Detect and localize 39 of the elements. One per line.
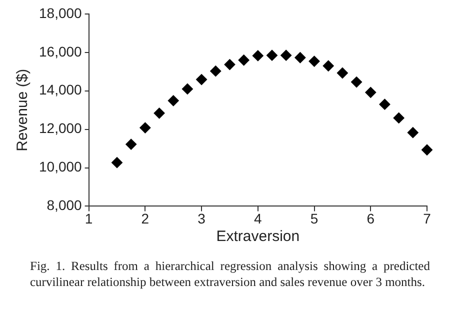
point [168,95,179,106]
y-tick-label: 18,000 [38,4,82,21]
x-tick-label: 1 [84,210,93,226]
point [112,157,122,168]
x-tick-label: 7 [423,210,432,226]
y-axis-title: Revenue ($) [14,68,32,152]
point [407,127,418,138]
point [422,144,432,156]
y-tick-label: 16,000 [38,43,82,60]
x-axis-title: Extraversion [216,228,300,246]
caption: Fig. 1. Results from a hierarchical regression analysis showing a predicted curvilinear relationship between extraversion and sales revenue over 3 months. [30,258,430,290]
point [154,108,165,119]
point [196,74,208,86]
point [252,50,264,62]
point [224,59,236,70]
point [280,50,292,61]
point [336,68,348,79]
point [393,112,404,124]
point [365,86,376,98]
x-tick-label: 3 [198,210,206,226]
y-tick-label: 8,000 [46,197,82,214]
x-tick-label: 6 [366,210,375,226]
point [126,138,137,150]
x-tick-label: 5 [310,210,318,226]
x-tick-label: 2 [141,210,150,226]
point [379,98,390,110]
point [351,76,362,88]
y-tick-label: 10,000 [38,158,82,175]
y-tick-label: 12,000 [38,120,82,136]
point [210,66,222,77]
point [182,83,193,94]
point [294,52,306,64]
y-tick-label: 14,000 [38,82,82,98]
point [322,60,334,72]
x-tick-label: 4 [254,210,262,226]
point [308,56,320,67]
point [238,54,250,66]
point [266,50,278,61]
point [140,122,151,134]
